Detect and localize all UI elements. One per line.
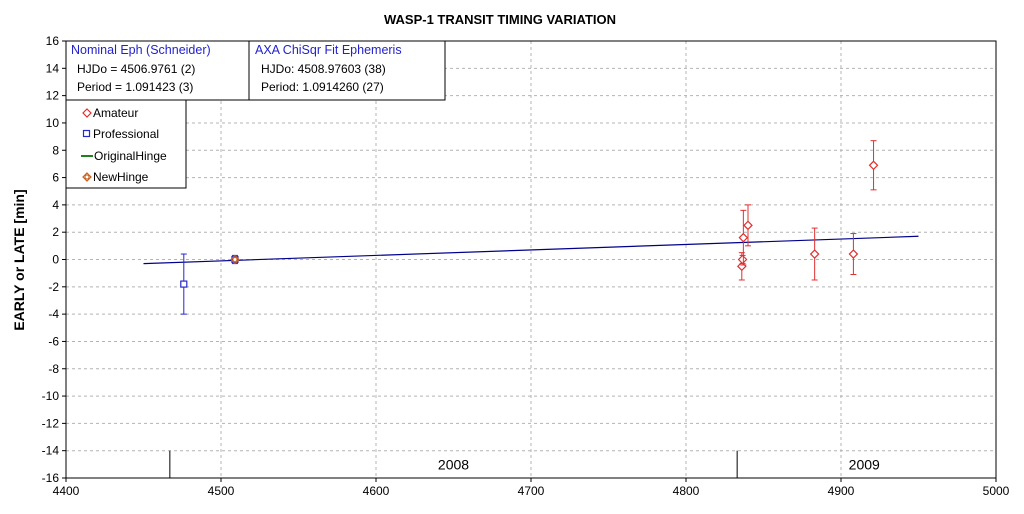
y-tick-label: -8 (48, 362, 59, 376)
y-axis-ticks: -16 -14 -12 -10 -8 -6 -4 -2 0 2 4 6 8 10 12 14 16 (42, 34, 66, 485)
y-tick-label: -4 (48, 307, 59, 321)
y-tick-label: -2 (48, 280, 59, 294)
y-tick-label: 12 (46, 89, 60, 103)
y-tick-label: 2 (52, 225, 59, 239)
y-tick-label: -16 (42, 471, 60, 485)
info-box-nominal-line1: HJDo = 4506.9761 (2) (77, 62, 195, 76)
info-box-fit-heading: AXA ChiSqr Fit Ephemeris (255, 43, 402, 57)
y-tick-label: 10 (46, 116, 60, 130)
legend-marker-newhinge (82, 172, 92, 182)
y-tick-label: -14 (42, 444, 60, 458)
legend-item-amateur: Amateur (82, 106, 138, 120)
point-newhinge-inner (232, 257, 238, 262)
y-tick-label: 0 (52, 253, 59, 267)
legend-marker-newhinge-inner (84, 174, 90, 180)
info-box-fit-line2: Period: 1.0914260 (27) (261, 80, 384, 94)
point-professional (180, 280, 188, 288)
x-tick-label: 4400 (53, 484, 80, 498)
point-professional (231, 255, 239, 264)
x-tick-label: 4800 (673, 484, 700, 498)
point-amateur (743, 220, 753, 231)
point-amateur (868, 160, 879, 171)
y-axis-label: EARLY or LATE [min] (11, 189, 27, 330)
point-newhinge (230, 254, 240, 265)
year-label: 2008 (438, 456, 469, 472)
year-label: 2009 (849, 456, 880, 472)
point-amateur (848, 249, 859, 259)
y-tick-label: -10 (42, 389, 60, 403)
chart-title: WASP-1 TRANSIT TIMING VARIATION (384, 12, 616, 27)
info-box-fit: AXA ChiSqr Fit Ephemeris HJDo: 4508.9760… (248, 40, 446, 101)
legend-marker-professional (82, 129, 91, 138)
y-tick-label: 14 (46, 61, 60, 75)
legend-item-professional: Professional (82, 127, 159, 141)
point-amateur (737, 254, 748, 265)
x-tick-label: 4700 (518, 484, 545, 498)
info-box-nominal-line2: Period = 1.091423 (3) (77, 80, 193, 94)
y-tick-label: 4 (52, 198, 59, 212)
x-tick-label: 4600 (363, 484, 390, 498)
point-amateur (809, 249, 820, 259)
y-tick-label: -12 (42, 416, 60, 430)
info-box-fit-line1: HJDo: 4508.97603 (38) (261, 62, 386, 76)
legend-label-amateur: Amateur (93, 106, 138, 120)
x-tick-label: 4900 (828, 484, 855, 498)
data-points (180, 140, 879, 315)
y-tick-label: -6 (48, 334, 59, 348)
y-tick-label: 8 (52, 143, 59, 157)
y-tick-label: 16 (46, 34, 60, 48)
info-box-nominal: Nominal Eph (Schneider) HJDo = 4506.9761… (65, 40, 250, 101)
x-axis-ticks: 4400 4500 4600 4700 4800 4900 5000 (53, 478, 1010, 498)
grid (66, 41, 996, 478)
x-tick-label: 4500 (208, 484, 235, 498)
legend-label-originalhinge: OriginalHinge (94, 149, 167, 163)
legend-item-newhinge: NewHinge (82, 170, 149, 184)
y-tick-label: 6 (52, 171, 59, 185)
year-markers: 2008 2009 (169, 450, 880, 478)
legend-item-originalhinge: OriginalHinge (81, 149, 167, 163)
legend: Amateur Professional OriginalHinge NewHi… (65, 99, 187, 189)
info-box-nominal-heading: Nominal Eph (Schneider) (71, 43, 211, 57)
point-amateur (738, 232, 749, 243)
legend-marker-amateur (82, 108, 92, 118)
legend-label-professional: Professional (93, 127, 159, 141)
fit-line (143, 235, 919, 265)
x-tick-label: 5000 (983, 484, 1010, 498)
legend-label-newhinge: NewHinge (93, 170, 149, 184)
